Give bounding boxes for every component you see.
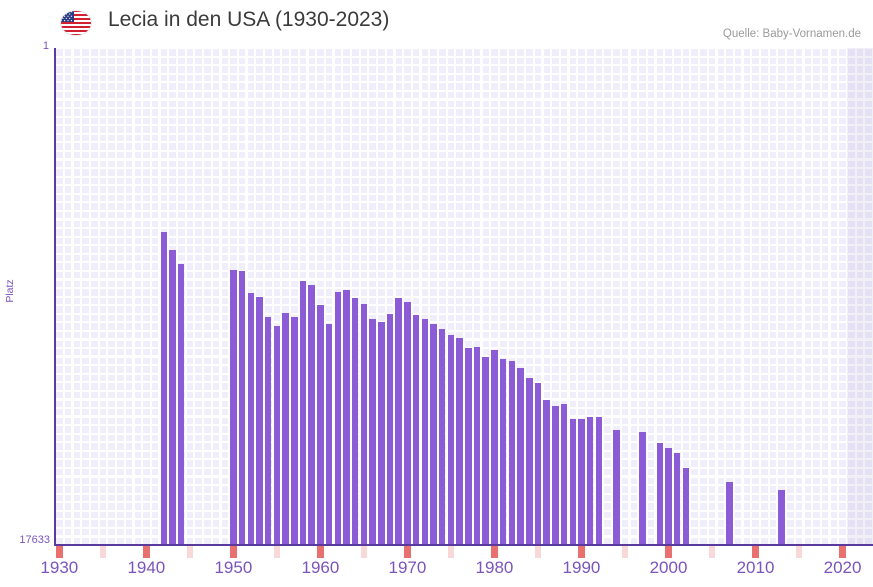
- x-tick-block: [447, 546, 455, 558]
- bar: [404, 302, 411, 545]
- x-tick-label: 1980: [475, 558, 514, 577]
- bar: [282, 312, 289, 545]
- bar: [256, 297, 263, 545]
- bar: [465, 347, 472, 545]
- bar: [578, 419, 585, 545]
- bar: [726, 482, 733, 545]
- bar: [412, 315, 420, 545]
- x-tick-block: [578, 546, 585, 558]
- page-title: Lecia in den USA (1930-2023): [108, 8, 390, 31]
- bar: [264, 317, 272, 545]
- x-tick-block: [317, 546, 324, 558]
- bar: [560, 404, 568, 545]
- bar: [230, 270, 237, 545]
- bar: [369, 318, 376, 545]
- bar: [386, 314, 394, 545]
- bar: [778, 489, 785, 545]
- grid-lines: [55, 48, 873, 545]
- bar: [499, 358, 507, 545]
- bar: [491, 349, 498, 545]
- bar: [325, 324, 333, 545]
- y-axis-top-label: 1: [42, 40, 49, 52]
- bar: [543, 399, 550, 545]
- x-axis-tick-blocks: [55, 546, 873, 558]
- bar: [378, 321, 385, 545]
- bar: [665, 447, 672, 545]
- bar: [534, 382, 542, 545]
- bar: [343, 289, 350, 545]
- x-tick-label: 1940: [127, 558, 166, 577]
- x-tick-label: 1930: [40, 558, 79, 577]
- x-tick-label: 1990: [562, 558, 601, 577]
- x-tick-block: [795, 546, 803, 558]
- bar: [595, 417, 603, 545]
- x-tick-label: 1970: [388, 558, 427, 577]
- bar: [395, 298, 402, 545]
- bar: [586, 416, 594, 545]
- x-tick-block: [404, 546, 411, 558]
- y-axis-title: Platz: [4, 279, 16, 303]
- x-tick-label: 2010: [736, 558, 775, 577]
- bar: [317, 305, 324, 545]
- bar: [169, 250, 176, 545]
- x-axis-tick-labels: 1930 1940 1950 1960 1970 1980 1990 2000 2010 2020: [0, 558, 873, 587]
- bar: [482, 357, 489, 545]
- bar: [247, 293, 255, 545]
- x-tick-block: [752, 546, 759, 558]
- bar: [682, 467, 690, 545]
- bar: [656, 443, 664, 545]
- x-tick-block: [186, 546, 194, 558]
- bar: [438, 329, 446, 545]
- x-tick-block: [360, 546, 368, 558]
- bar: [613, 430, 620, 545]
- bar: [273, 326, 281, 545]
- bar: [552, 405, 559, 545]
- source-attribution: Quelle: Baby-Vornamen.de: [722, 28, 861, 40]
- bar: [447, 334, 455, 545]
- chart-header: Lecia in den USA (1930-2023) Quelle: Bab…: [0, 0, 873, 46]
- x-tick-label: 1960: [301, 558, 340, 577]
- x-tick-block: [839, 546, 846, 558]
- bar: [238, 271, 246, 545]
- x-tick-block: [491, 546, 498, 558]
- bar: [639, 431, 646, 545]
- bar: [456, 338, 463, 545]
- x-tick-block: [143, 546, 150, 558]
- bar: [673, 453, 681, 545]
- bar: [517, 367, 524, 545]
- bar: [351, 297, 359, 545]
- y-axis-bottom-label: 17633: [19, 534, 50, 546]
- x-tick-block: [56, 546, 63, 558]
- bar: [421, 318, 429, 545]
- x-axis-line: [54, 544, 873, 546]
- x-tick-block: [230, 546, 237, 558]
- bar: [160, 232, 168, 545]
- x-tick-block: [273, 546, 281, 558]
- plot-area: [55, 48, 873, 545]
- x-tick-block: [665, 546, 672, 558]
- x-tick-label: 2020: [823, 558, 862, 577]
- bar: [177, 263, 185, 545]
- bar: [308, 284, 315, 545]
- bar: [334, 292, 342, 545]
- us-flag-icon: [60, 10, 92, 36]
- y-axis-line: [54, 48, 56, 546]
- bar: [526, 377, 533, 545]
- x-tick-block: [621, 546, 629, 558]
- bar: [291, 317, 298, 545]
- bar: [299, 281, 307, 545]
- bar-series: [55, 48, 873, 545]
- x-tick-block: [708, 546, 716, 558]
- x-tick-label: 2000: [649, 558, 688, 577]
- bar: [360, 303, 368, 545]
- bar: [508, 361, 516, 545]
- x-tick-block: [99, 546, 107, 558]
- bar: [430, 324, 437, 545]
- x-tick-block: [534, 546, 542, 558]
- x-tick-label: 1950: [214, 558, 253, 577]
- bar: [473, 347, 481, 545]
- bar: [569, 419, 577, 545]
